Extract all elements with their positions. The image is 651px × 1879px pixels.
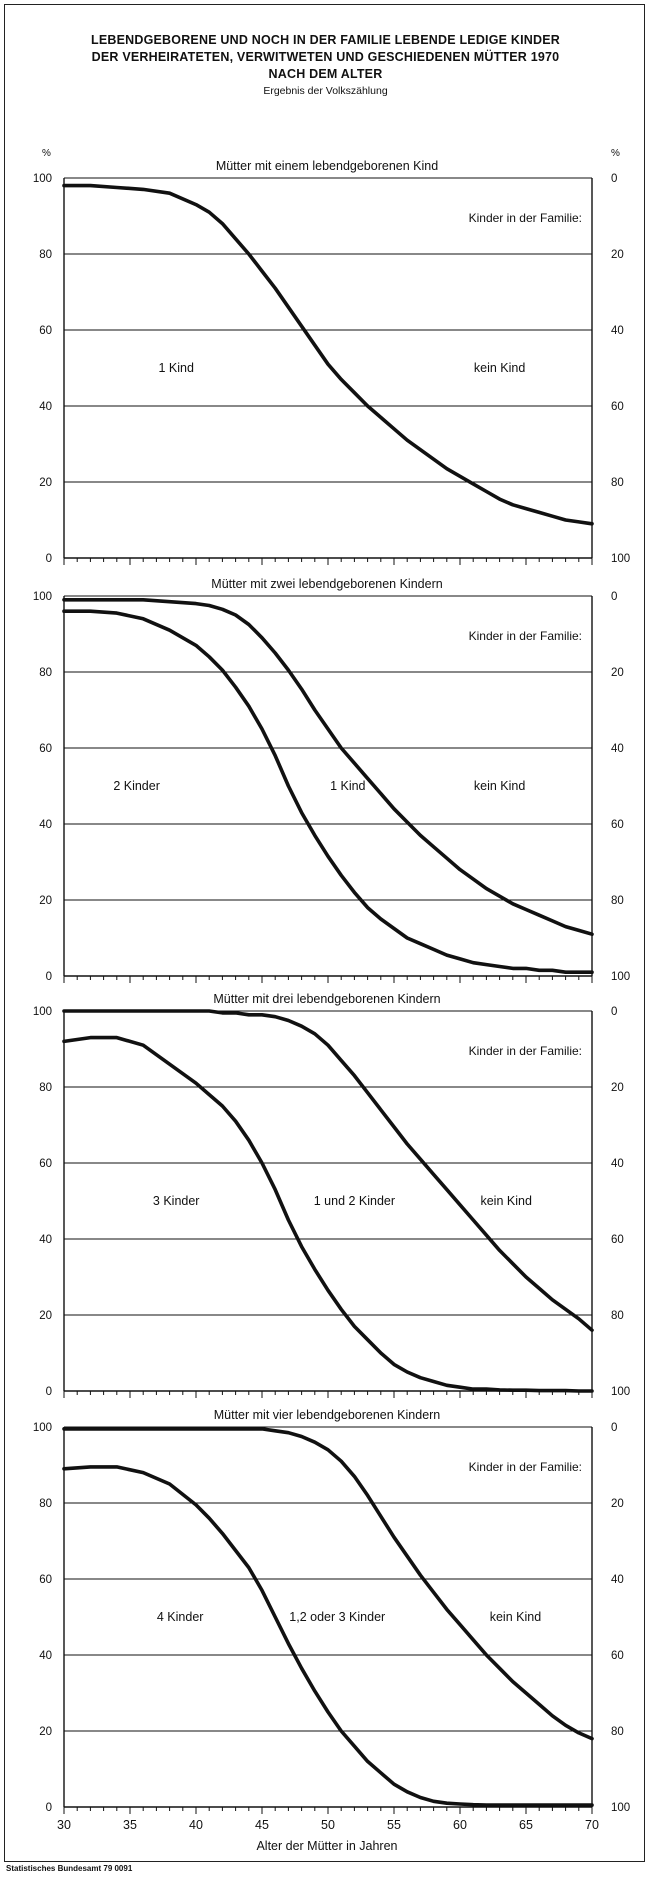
y-right-tick-label: 0 <box>611 591 617 603</box>
x-tick-label: 40 <box>189 1818 203 1832</box>
series-line <box>62 1465 594 1807</box>
series-line <box>62 609 594 975</box>
x-tick-label: 45 <box>255 1818 269 1832</box>
y-right-tick-label: 20 <box>611 1498 624 1510</box>
x-tick-label: 50 <box>321 1818 335 1832</box>
y-right-unit: % <box>611 148 620 159</box>
y-left-tick-label: 100 <box>33 1422 52 1434</box>
y-right-tick-label: 40 <box>611 1574 624 1586</box>
legend-title: Kinder in der Familie: <box>469 211 582 225</box>
y-right-tick-label: 40 <box>611 743 624 755</box>
region-label: 1 Kind <box>158 361 193 375</box>
y-right-tick-label: 40 <box>611 325 624 337</box>
legend-title: Kinder in der Familie: <box>469 1044 582 1058</box>
region-label: kein Kind <box>480 1194 531 1208</box>
y-left-tick-label: 100 <box>33 173 52 185</box>
series-line <box>62 1035 594 1393</box>
region-label: kein Kind <box>474 779 525 793</box>
x-axis-label: Alter der Mütter in Jahren <box>256 1839 397 1853</box>
chart-header: LEBENDGEBORENE UND NOCH IN DER FAMILIE L… <box>0 32 651 99</box>
y-right-tick-label: 20 <box>611 249 624 261</box>
y-right-tick-label: 60 <box>611 819 624 831</box>
y-left-tick-label: 40 <box>39 401 52 413</box>
panel-title: Mütter mit einem lebendgeborenen Kind <box>216 159 438 173</box>
y-right-tick-label: 20 <box>611 1082 624 1094</box>
y-right-tick-label: 0 <box>611 173 617 185</box>
region-label: kein Kind <box>474 361 525 375</box>
y-right-tick-label: 40 <box>611 1158 624 1170</box>
y-left-tick-label: 60 <box>39 743 52 755</box>
y-left-tick-label: 40 <box>39 1234 52 1246</box>
y-left-tick-label: 20 <box>39 477 52 489</box>
y-left-tick-label: 40 <box>39 1650 52 1662</box>
y-right-tick-label: 80 <box>611 895 624 907</box>
y-left-tick-label: 80 <box>39 667 52 679</box>
y-left-unit: % <box>42 148 51 159</box>
y-left-tick-label: 20 <box>39 1726 52 1738</box>
y-right-tick-label: 80 <box>611 1726 624 1738</box>
y-left-tick-label: 80 <box>39 1498 52 1510</box>
y-left-tick-label: 0 <box>46 1386 52 1398</box>
subtitle: Ergebnis der Volkszählung <box>263 85 388 97</box>
y-left-tick-label: 60 <box>39 325 52 337</box>
y-right-tick-label: 100 <box>611 1802 630 1814</box>
panel-title: Mütter mit zwei lebendgeborenen Kindern <box>211 577 442 591</box>
x-tick-label: 30 <box>57 1818 71 1832</box>
region-label: 1 Kind <box>330 779 365 793</box>
chart-frame <box>4 4 645 1862</box>
x-tick-label: 70 <box>585 1818 599 1832</box>
region-label: 1,2 oder 3 Kinder <box>289 1610 385 1624</box>
y-right-tick-label: 60 <box>611 401 624 413</box>
series-line <box>62 183 594 526</box>
x-tick-label: 60 <box>453 1818 467 1832</box>
region-label: 3 Kinder <box>153 1194 200 1208</box>
region-label: kein Kind <box>490 1610 541 1624</box>
region-label: 2 Kinder <box>113 779 160 793</box>
series-line <box>62 597 594 937</box>
panel-title: Mütter mit vier lebendgeborenen Kindern <box>214 1408 441 1422</box>
y-right-tick-label: 100 <box>611 1386 630 1398</box>
y-right-tick-label: 60 <box>611 1650 624 1662</box>
source-note: Statistisches Bundesamt 79 0091 <box>6 1864 133 1873</box>
x-tick-label: 35 <box>123 1818 137 1832</box>
y-left-tick-label: 0 <box>46 553 52 565</box>
y-left-tick-label: 0 <box>46 1802 52 1814</box>
y-right-tick-label: 80 <box>611 1310 624 1322</box>
y-right-tick-label: 80 <box>611 477 624 489</box>
legend-title: Kinder in der Familie: <box>469 629 582 643</box>
y-right-tick-label: 20 <box>611 667 624 679</box>
y-right-tick-label: 100 <box>611 971 630 983</box>
y-right-tick-label: 100 <box>611 553 630 565</box>
y-right-tick-label: 0 <box>611 1006 617 1018</box>
region-label: 1 und 2 Kinder <box>314 1194 395 1208</box>
y-left-tick-label: 60 <box>39 1574 52 1586</box>
y-left-tick-label: 20 <box>39 1310 52 1322</box>
title-line-2: DER VERHEIRATETEN, VERWITWETEN UND GESCH… <box>91 50 560 64</box>
y-left-tick-label: 40 <box>39 819 52 831</box>
y-left-tick-label: 60 <box>39 1158 52 1170</box>
y-left-tick-label: 80 <box>39 249 52 261</box>
y-left-tick-label: 100 <box>33 1006 52 1018</box>
title-line-3: NACH DEM ALTER <box>268 67 383 81</box>
y-left-tick-label: 0 <box>46 971 52 983</box>
panel-title: Mütter mit drei lebendgeborenen Kindern <box>213 992 440 1006</box>
legend-title: Kinder in der Familie: <box>469 1460 582 1474</box>
y-left-tick-label: 80 <box>39 1082 52 1094</box>
y-right-tick-label: 0 <box>611 1422 617 1434</box>
region-label: 4 Kinder <box>157 1610 204 1624</box>
y-right-tick-label: 60 <box>611 1234 624 1246</box>
series-line <box>62 1009 594 1332</box>
title-line-1: LEBENDGEBORENE UND NOCH IN DER FAMILIE L… <box>91 33 560 47</box>
x-tick-label: 55 <box>387 1818 401 1832</box>
series-line <box>62 1427 594 1741</box>
x-tick-label: 65 <box>519 1818 533 1832</box>
y-left-tick-label: 100 <box>33 591 52 603</box>
y-left-tick-label: 20 <box>39 895 52 907</box>
